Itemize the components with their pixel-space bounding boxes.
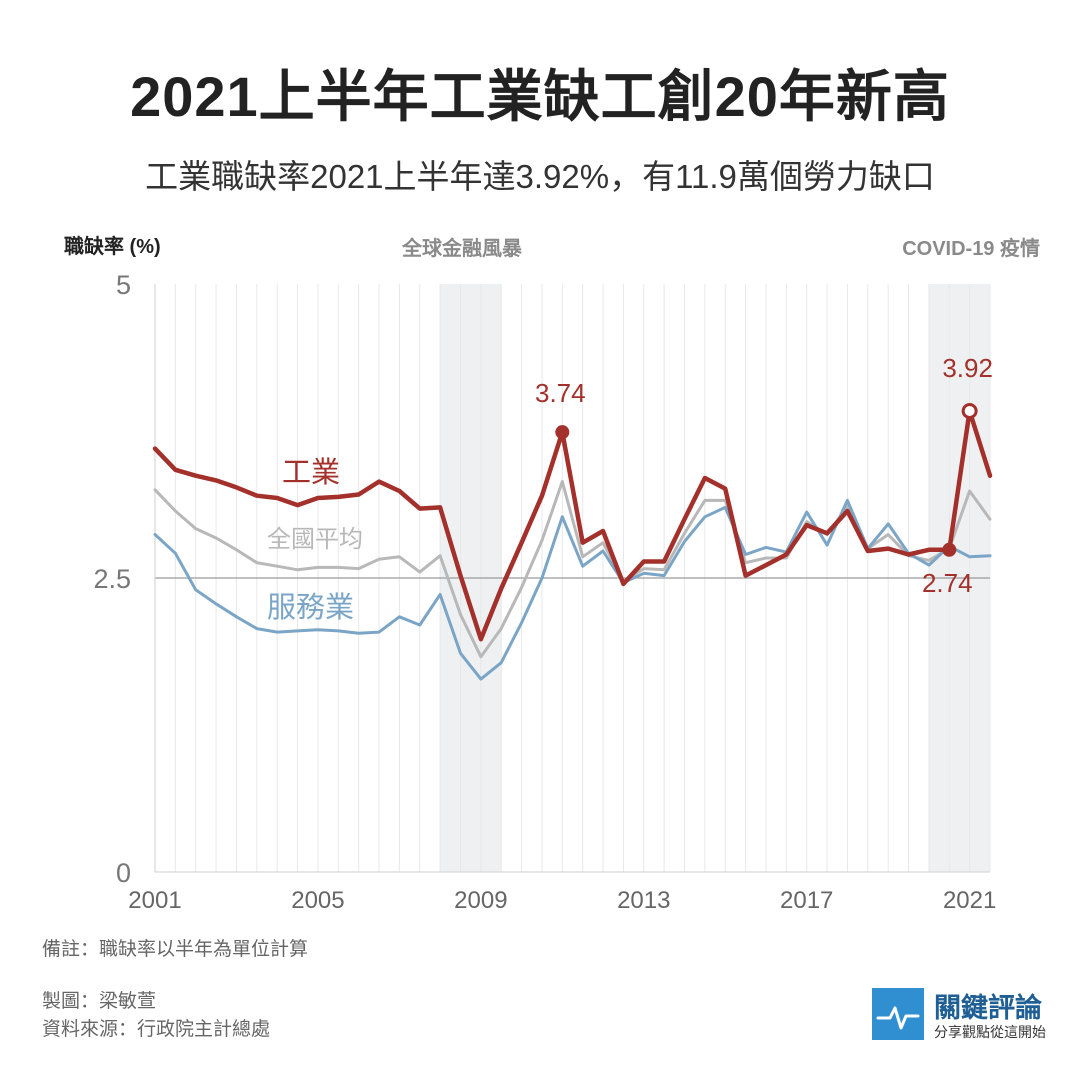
x-tick-label: 2021 <box>943 887 996 914</box>
annotation-label: 3.74 <box>535 378 586 408</box>
brand-logo: 關鍵評論 分享觀點從這開始 <box>872 986 1052 1042</box>
annotation-marker <box>961 403 978 420</box>
x-tick-label: 2017 <box>780 887 833 914</box>
annotation-label: 3.92 <box>942 353 993 383</box>
band-label-covid: COVID-19 疫情 <box>902 238 1040 260</box>
chart-subtitle: 工業職缺率2021上半年達3.92%，有11.9萬個勞力缺口 <box>145 158 935 195</box>
x-tick-label: 2005 <box>291 887 344 914</box>
note-author: 製圖：梁敏萱 <box>42 991 157 1012</box>
brand-tagline: 分享觀點從這開始 <box>934 1024 1046 1040</box>
pulse-logo-icon <box>872 988 924 1040</box>
y-tick-label: 0 <box>116 858 131 888</box>
band-label-financial-crisis: 全球金融風暴 <box>402 238 522 260</box>
brand-name: 關鍵評論 <box>934 993 1042 1023</box>
series-label-0: 工業 <box>282 456 340 489</box>
chart-title: 2021上半年工業缺工創20年新高 <box>130 65 950 128</box>
note-source: 資料來源：行政院主計總處 <box>42 1019 271 1040</box>
annotation-label: 2.74 <box>922 568 973 598</box>
y-tick-label: 2.5 <box>93 564 131 594</box>
x-tick-label: 2013 <box>617 887 670 914</box>
series-label-2: 服務業 <box>267 591 354 624</box>
y-tick-label: 5 <box>116 270 131 300</box>
note-remark: 備註：職缺率以半年為單位計算 <box>42 939 309 960</box>
y-axis-label: 職缺率 (%) <box>64 236 161 258</box>
x-tick-label: 2001 <box>128 887 181 914</box>
x-tick-label: 2009 <box>454 887 507 914</box>
annotation-marker <box>942 542 957 557</box>
series-line-2 <box>153 498 992 681</box>
annotation-marker <box>555 425 570 440</box>
series-line-0 <box>152 408 993 642</box>
series-label-1: 全國平均 <box>267 526 363 553</box>
